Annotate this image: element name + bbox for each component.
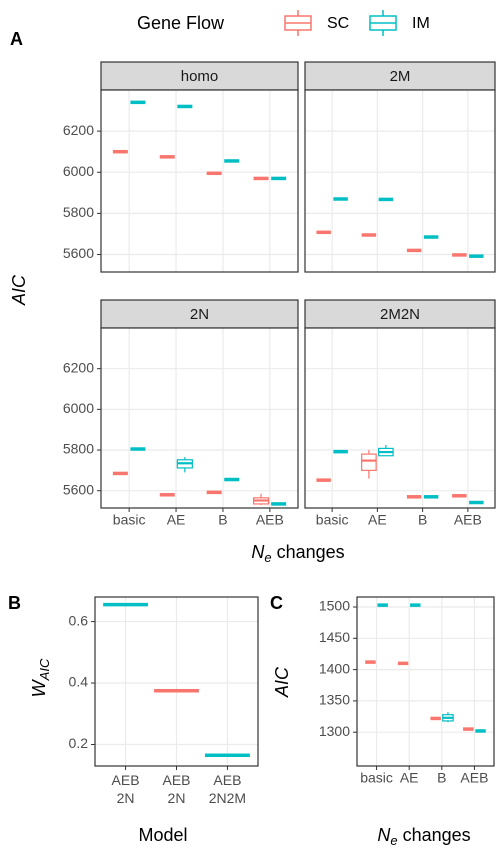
plot-border (304, 89, 496, 273)
facet-strip (100, 299, 299, 329)
plot-border (94, 596, 259, 767)
legend-title: Gene Flow (137, 13, 225, 33)
axis-title-part: N (377, 825, 391, 845)
y-tick-label: 0.2 (69, 735, 89, 751)
axis-title-part: W (29, 678, 49, 697)
plot-border (100, 327, 299, 509)
x-tick-label-line: 2N (117, 790, 135, 806)
facet-strip (304, 299, 496, 329)
x-tick-label-line: AEB (162, 772, 190, 788)
facet-title: homo (181, 68, 219, 85)
x-tick-label: AE (368, 512, 387, 528)
y-tick-label: 1400 (319, 660, 350, 676)
x-tick-label-line: 2N (168, 790, 186, 806)
legend-label: SC (327, 15, 349, 32)
facet-strip (304, 61, 496, 91)
facet-title: 2N (190, 306, 209, 323)
y-axis-title: AIC (272, 666, 292, 698)
x-tick-label: AEB 2N2M (209, 772, 246, 806)
facet-title: 2M2N (380, 306, 420, 323)
axis-title-part: changes (272, 542, 345, 562)
facet-strip (100, 61, 299, 91)
plot-border (304, 327, 496, 509)
box (361, 453, 377, 471)
y-tick-label: 6200 (63, 122, 94, 138)
plot-border (356, 596, 495, 767)
plot-background (305, 90, 495, 272)
x-tick-label: B (418, 512, 427, 528)
y-tick-label: 5600 (63, 245, 94, 261)
x-tick-label: B (218, 512, 227, 528)
x-tick-label: basic (113, 512, 146, 528)
plot-background (357, 597, 494, 766)
y-tick-label: 1500 (319, 598, 350, 614)
axis-title-part: N (251, 542, 265, 562)
y-tick-label: 5800 (63, 204, 94, 220)
axis-title-part: e (264, 550, 271, 565)
y-tick-label: 0.6 (69, 612, 89, 628)
x-tick-label: AEB (256, 512, 284, 528)
x-tick-label: AEB 2N (112, 772, 140, 806)
axis-title-part: changes (398, 825, 471, 845)
plot-background (305, 328, 495, 508)
x-tick-label-line: AEB (213, 772, 241, 788)
x-tick-label: AE (167, 512, 186, 528)
plot-background (101, 328, 298, 508)
x-tick-label: AE (400, 770, 419, 786)
legend-label: IM (412, 15, 430, 32)
y-tick-label: 1300 (319, 723, 350, 739)
x-axis-title: Model (138, 825, 187, 845)
axis-title-part: AIC (37, 658, 52, 681)
y-tick-label: 1450 (319, 629, 350, 645)
axis-title: Ne changes (377, 825, 470, 849)
x-tick-label: AEB (454, 512, 482, 528)
y-tick-label: 6200 (63, 359, 94, 375)
axis-title-part: e (390, 833, 397, 848)
panel-label: C (270, 593, 283, 613)
panel-label: A (10, 29, 23, 49)
x-tick-label: AEB 2N (162, 772, 190, 806)
panel-label: B (8, 593, 21, 613)
x-tick-label-line: AEB (112, 772, 140, 788)
y-tick-label: 5600 (63, 481, 94, 497)
x-tick-label: basic (360, 770, 393, 786)
y-tick-label: 0.4 (69, 674, 89, 690)
y-tick-label: 6000 (63, 400, 94, 416)
facet-title: 2M (390, 68, 411, 85)
x-tick-label: B (437, 770, 446, 786)
plot-border (100, 89, 299, 273)
y-tick-label: 6000 (63, 163, 94, 179)
plot-background (101, 90, 298, 272)
axis-title: WAIC (29, 658, 53, 697)
y-tick-label: 5800 (63, 441, 94, 457)
x-tick-label-line: 2N2M (209, 790, 246, 806)
axis-title: Ne changes (251, 542, 344, 566)
y-axis-title: AIC (9, 274, 29, 306)
x-tick-label: basic (316, 512, 349, 528)
x-tick-label: AEB (460, 770, 488, 786)
y-tick-label: 1350 (319, 692, 350, 708)
